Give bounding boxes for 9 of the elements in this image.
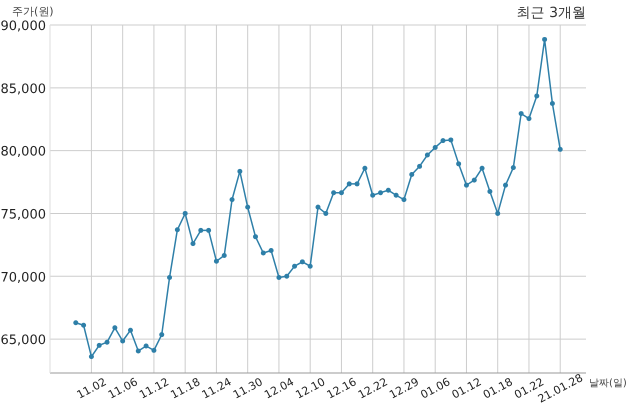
y-tick-label: 90,000 bbox=[0, 19, 46, 34]
y-tick-label: 70,000 bbox=[0, 270, 46, 286]
x-axis-title: 날짜(일) bbox=[589, 378, 627, 389]
y-tick-label: 85,000 bbox=[0, 82, 46, 97]
y-tick-label: 80,000 bbox=[0, 144, 46, 160]
y-tick-label: 75,000 bbox=[0, 207, 46, 222]
y-axis-title: 주가(원) bbox=[12, 5, 54, 18]
chart-title: 최근 3개월 bbox=[516, 5, 586, 21]
y-tick-label: 65,000 bbox=[0, 333, 46, 348]
